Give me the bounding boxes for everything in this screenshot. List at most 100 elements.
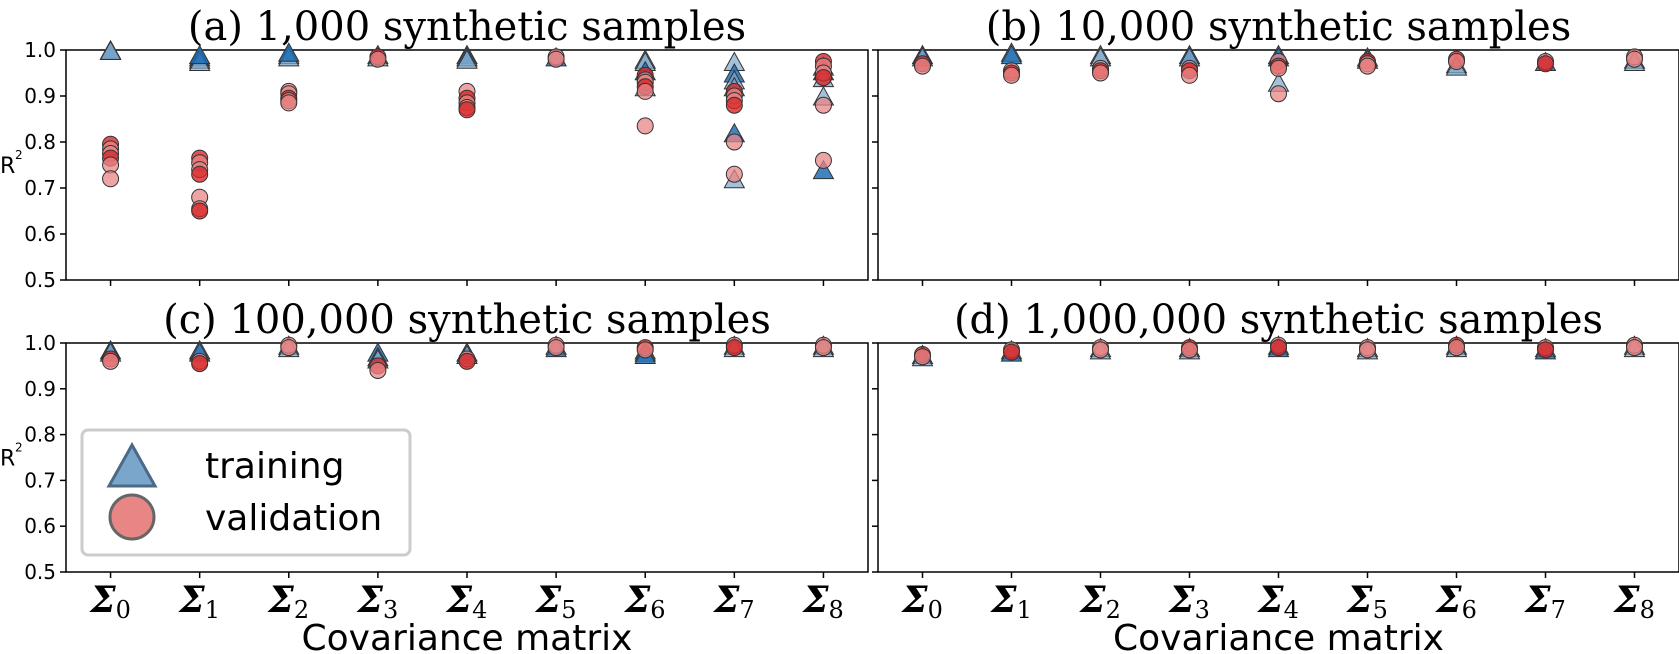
y-tick-label: 1.0 [24,331,56,355]
validation-point [191,202,209,220]
y-tick-label: 0.5 [24,268,56,292]
y-tick-label: 0.6 [24,514,56,538]
panel-a: (a) 1,000 synthetic samples 0.5 0.6 0.7 0.8 0… [0,4,869,292]
validation-point [1270,59,1287,77]
training-point [456,49,478,69]
y-tick-label: 0.7 [24,176,56,200]
x-tick-label: Σ3 [1167,579,1210,624]
panel-title: (c) 100,000 synthetic samples [163,297,771,343]
x-tick-label: Σ1 [177,579,220,624]
validation-point [814,151,832,169]
validation-point [102,352,120,370]
x-tick-label: Σ6 [623,579,666,624]
validation-point [725,165,743,183]
legend-training-marker [106,441,158,488]
validation-point [725,133,743,151]
legend-validation-marker [108,493,156,541]
validation-point [1003,66,1020,84]
validation-point [1537,55,1554,73]
validation-point [547,50,565,68]
x-tick-label: Σ7 [1523,579,1566,624]
training-point [277,42,300,62]
y-tick-label: 0.9 [24,84,56,108]
validation-point [191,355,209,373]
x-tick-label: Σ6 [1434,579,1477,624]
validation-point [280,94,298,112]
legend: training validation [80,428,412,557]
validation-point [547,339,565,357]
validation-point [102,170,120,188]
x-tick-label: Σ8 [801,579,844,624]
x-tick-label: Σ8 [1612,579,1655,624]
y-tick-label: 0.9 [24,377,56,401]
validation-point [1448,339,1465,357]
x-tick-label: Σ4 [445,579,488,624]
training-point [812,159,835,180]
validation-point [1359,341,1376,359]
x-axis-label: Covariance matrix [1113,618,1444,654]
validation-point [1626,339,1643,357]
x-tick-label: Σ1 [989,579,1032,624]
validation-point [1181,341,1198,359]
legend-validation-label: validation [205,498,382,539]
y-axis-label: R [0,447,15,472]
panels-group: (a) 1,000 synthetic samples 0.5 0.6 0.7 0.8 0… [0,4,1679,654]
validation-point [1092,341,1109,359]
x-axis-label: Covariance matrix [302,618,633,654]
validation-point [814,69,832,87]
validation-point [914,57,931,75]
legend-training-label: training [205,446,344,487]
plot-frame [877,342,1679,573]
y-axis-label-superscript: 2 [15,441,23,455]
panel-title: (a) 1,000 synthetic samples [188,4,746,50]
legend-box [80,428,412,557]
validation-point [369,361,387,379]
validation-point [725,96,743,114]
y-tick-label: 0.8 [24,423,56,447]
validation-point [1626,50,1643,68]
validation-point [369,50,387,68]
y-axis-label-superscript: 2 [15,148,23,162]
y-tick-label: 1.0 [24,38,56,62]
x-tick-label: Σ0 [900,579,943,624]
validation-point [636,117,654,135]
validation-point [725,339,743,357]
validation-point [1537,341,1554,359]
training-point [188,44,211,65]
validation-point [1003,343,1020,361]
y-axis-label: R [0,154,15,179]
panel-title: (b) 10,000 synthetic samples [986,4,1572,50]
panel-c: (c) 100,000 synthetic samples 0.5 0.6 0.7 0.… [0,297,869,654]
validation-point [636,341,654,359]
y-tick-label: 0.8 [24,130,56,154]
validation-point [1092,64,1109,82]
x-tick-label: Σ5 [534,579,577,624]
x-tick-label: Σ2 [266,579,309,624]
x-tick-label: Σ3 [356,579,399,624]
x-tick-label: Σ0 [88,579,131,624]
y-tick-label: 0.6 [24,222,56,246]
validation-point [636,82,654,100]
x-tick-label: Σ4 [1256,579,1299,624]
x-tick-label: Σ7 [712,579,755,624]
validation-point [191,165,209,183]
validation-point [914,348,931,366]
validation-point [814,339,832,357]
panel-b: (b) 10,000 synthetic samples [872,4,1679,286]
validation-point [458,101,476,119]
validation-point [1359,57,1376,75]
validation-point [1181,66,1198,84]
validation-point [1270,85,1287,103]
validation-point [458,352,476,370]
x-tick-label: Σ5 [1345,579,1388,624]
validation-point [1270,339,1287,357]
validation-point [1448,53,1465,70]
validation-point [814,96,832,114]
x-tick-label: Σ2 [1078,579,1121,624]
training-point [99,40,122,60]
y-tick-label: 0.7 [24,468,56,492]
y-tick-label: 0.5 [24,560,56,584]
validation-point [280,339,298,357]
